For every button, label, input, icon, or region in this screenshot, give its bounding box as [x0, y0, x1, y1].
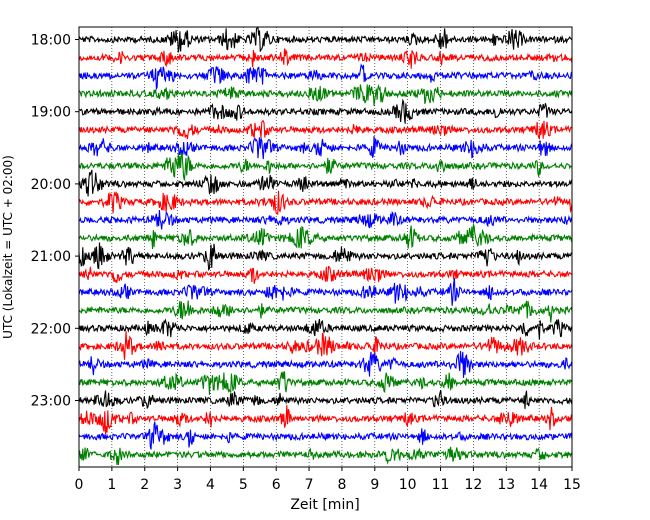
trace-row — [78, 27, 573, 53]
x-axis-label: Zeit [min] — [290, 497, 359, 513]
x-tick-label: 0 — [75, 477, 84, 493]
trace-row — [78, 446, 573, 466]
trace-row — [78, 135, 573, 160]
trace-row — [78, 371, 573, 395]
x-tick-label: 14 — [530, 477, 548, 493]
x-tick-label: 6 — [272, 477, 281, 493]
y-axis-ticks: 18:00 19:00 20:00 21:00 22:00 23:00 — [31, 33, 79, 410]
y-tick-label: 20:00 — [31, 177, 71, 193]
trace-row — [78, 300, 573, 323]
x-tick-label: 12 — [464, 477, 482, 493]
x-tick-label: 5 — [239, 477, 248, 493]
trace-row — [78, 98, 573, 124]
x-tick-label: 8 — [337, 477, 346, 493]
y-tick-label: 19:00 — [31, 105, 71, 121]
x-tick-label: 3 — [173, 477, 182, 493]
trace-row — [78, 209, 573, 230]
x-tick-label: 7 — [305, 477, 314, 493]
trace-row — [78, 421, 573, 450]
trace-row — [78, 278, 573, 306]
trace-row — [78, 152, 573, 181]
x-tick-label: 4 — [206, 477, 215, 493]
trace-row — [78, 224, 573, 250]
trace-row — [78, 389, 573, 410]
vertical-grid — [111, 27, 540, 467]
seismic-traces — [78, 27, 573, 466]
trace-row — [78, 351, 573, 378]
x-tick-label: 13 — [497, 477, 515, 493]
trace-row — [78, 318, 573, 340]
y-tick-label: 22:00 — [31, 321, 71, 337]
y-axis-label: UTC (Lokalzeit = UTC + 02:00) — [1, 155, 15, 339]
trace-row — [78, 242, 573, 272]
y-tick-label: 18:00 — [31, 33, 71, 49]
x-tick-label: 11 — [432, 477, 450, 493]
y-tick-label: 23:00 — [31, 394, 71, 410]
trace-row — [78, 120, 573, 140]
x-axis-ticks: 0 1 2 3 4 5 6 7 8 9 10 11 12 13 14 15 — [75, 467, 581, 493]
trace-row — [78, 83, 573, 106]
x-tick-label: 1 — [107, 477, 116, 493]
trace-row — [78, 405, 573, 435]
trace-row — [78, 265, 573, 284]
trace-row — [78, 331, 573, 360]
x-tick-label: 15 — [563, 477, 581, 493]
trace-row — [78, 169, 573, 197]
y-tick-label: 21:00 — [31, 249, 71, 265]
trace-row — [78, 190, 573, 215]
x-tick-label: 10 — [399, 477, 417, 493]
x-tick-label: 9 — [370, 477, 379, 493]
trace-row — [78, 48, 573, 69]
trace-row — [78, 63, 573, 91]
plot-frame — [78, 26, 573, 468]
x-tick-label: 2 — [140, 477, 149, 493]
